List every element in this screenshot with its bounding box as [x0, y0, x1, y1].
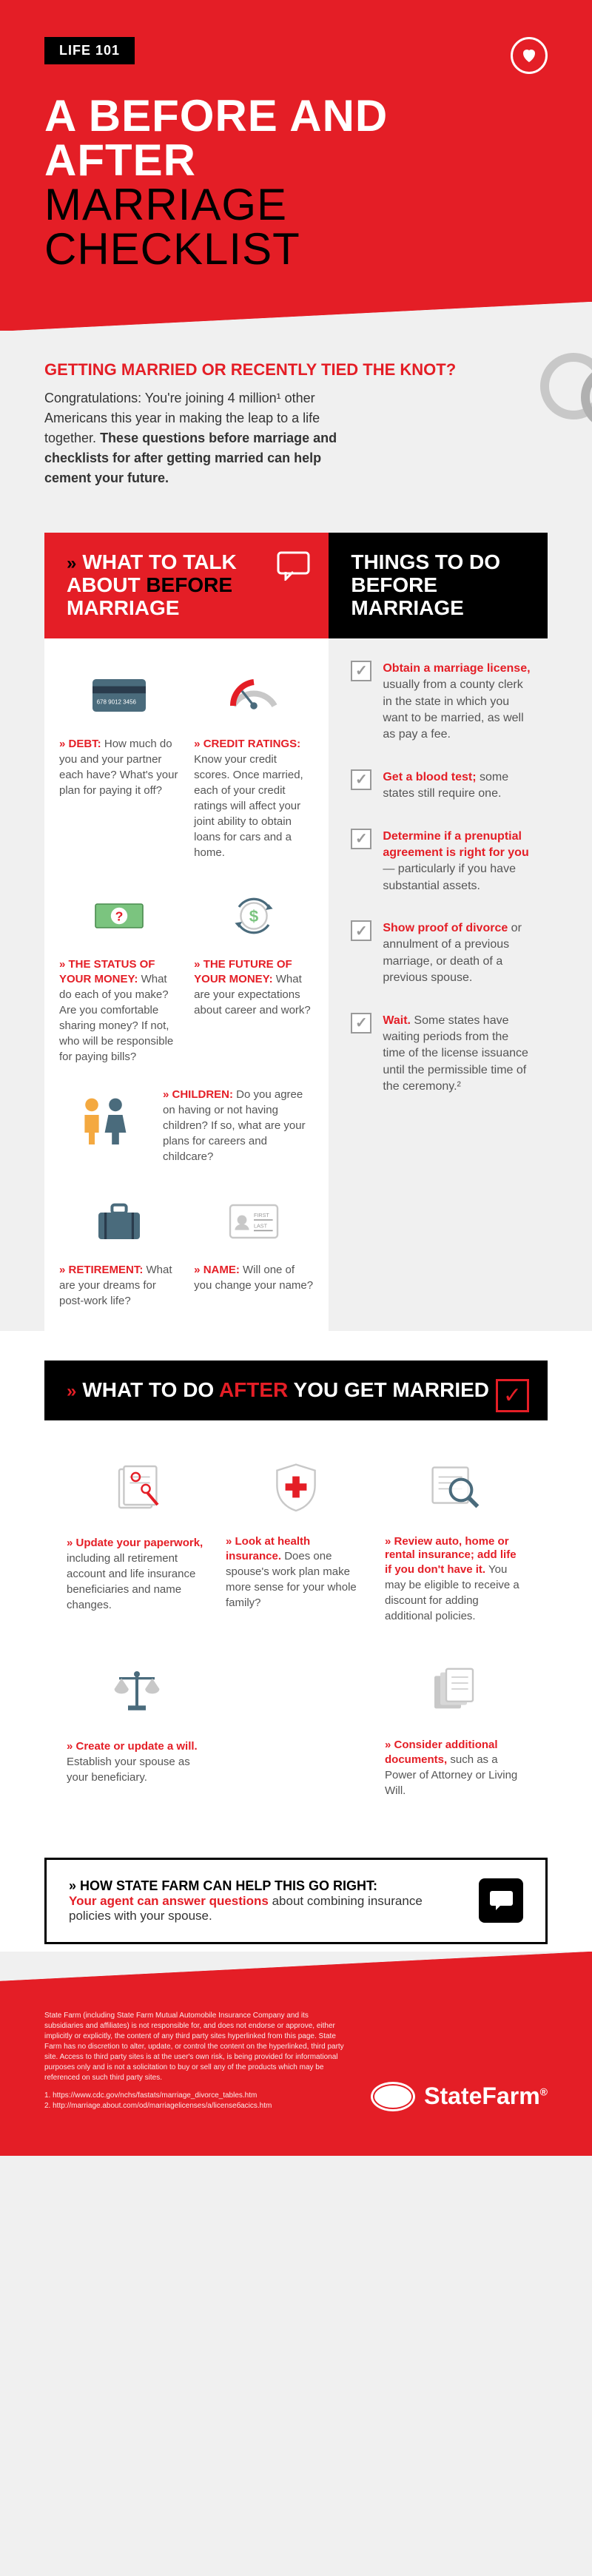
after-item: Create or update a will. Establish your …: [67, 1653, 207, 1798]
checkmark-icon: ✓: [351, 920, 371, 941]
help-text: » HOW STATE FARM CAN HELP THIS GO RIGHT:…: [69, 1878, 464, 1923]
checkmark-icon: ✓: [351, 1013, 371, 1034]
money-question-icon: ?: [59, 883, 179, 949]
after-header: »WHAT TO DO AFTER YOU GET MARRIED ✓: [44, 1361, 548, 1420]
scale-icon: [67, 1653, 207, 1727]
intro-title: GETTING MARRIED OR RECENTLY TIED THE KNO…: [44, 360, 548, 380]
infographic-container: LIFE 101 A BEFORE AND AFTER MARRIAGE CHE…: [0, 0, 592, 2156]
checklist-item: ✓Obtain a marriage license, usually from…: [351, 661, 533, 744]
svg-text:$: $: [249, 907, 259, 925]
money-arrows-icon: $: [194, 883, 314, 949]
after-item: Look at health insurance. Does one spous…: [226, 1450, 366, 1624]
title-line1: A BEFORE AND AFTER: [44, 94, 548, 183]
footer-disclaimer: State Farm (including State Farm Mutual …: [44, 2011, 349, 2111]
checklist-item: ✓Get a blood test; some states still req…: [351, 769, 533, 803]
before-right-header: THINGS TO DO BEFORE MARRIAGE: [329, 533, 548, 638]
intro-text: Congratulations: You're joining 4 millio…: [44, 388, 355, 488]
before-items-grid: 678 9012 3456DEBT: How much do you and y…: [44, 638, 329, 1331]
after-item: Consider additional documents, such as a…: [385, 1653, 525, 1798]
magnify-icon: [385, 1450, 525, 1524]
before-item: CHILDREN: Do you agree on having or not …: [59, 1087, 314, 1164]
before-section: »WHAT TO TALK ABOUT BEFORE MARRIAGE 678 …: [0, 533, 592, 1330]
checklist-item: ✓Determine if a prenuptial agreement is …: [351, 829, 533, 895]
before-item: CREDIT RATINGS: Know your credit scores.…: [194, 661, 314, 860]
before-left-column: »WHAT TO TALK ABOUT BEFORE MARRIAGE 678 …: [44, 533, 329, 1330]
health-icon: [226, 1450, 366, 1524]
title-line2: MARRIAGE CHECKLIST: [44, 183, 548, 272]
docs-icon: [385, 1653, 525, 1727]
header-section: LIFE 101 A BEFORE AND AFTER MARRIAGE CHE…: [0, 0, 592, 331]
statefarm-logo: StateFarm®: [371, 2082, 548, 2111]
life-badge: LIFE 101: [44, 37, 135, 64]
footer-section: State Farm (including State Farm Mutual …: [0, 1981, 592, 2156]
after-item: Review auto, home or rental insurance; a…: [385, 1450, 525, 1624]
svg-text:LAST: LAST: [254, 1222, 268, 1229]
suitcase-icon: [59, 1187, 179, 1253]
chat-icon: [479, 1878, 523, 1923]
gauge-icon: [194, 661, 314, 727]
after-item: Update your paperwork, including all ret…: [67, 1450, 207, 1624]
before-item: RETIREMENT: What are your dreams for pos…: [59, 1187, 179, 1309]
people-icon: [59, 1088, 148, 1154]
before-right-column: THINGS TO DO BEFORE MARRIAGE ✓Obtain a m…: [329, 533, 548, 1330]
before-item: 678 9012 3456DEBT: How much do you and y…: [59, 661, 179, 860]
svg-text:FIRST: FIRST: [254, 1212, 269, 1218]
id-card-icon: FIRST LAST: [194, 1187, 314, 1253]
checkbox-icon: ✓: [496, 1379, 529, 1412]
credit-card-icon: 678 9012 3456: [59, 661, 179, 727]
before-item: ?THE STATUS OF YOUR MONEY: What do each …: [59, 883, 179, 1065]
svg-text:?: ?: [115, 908, 124, 923]
checkmark-icon: ✓: [351, 829, 371, 849]
before-checklist: ✓Obtain a marriage license, usually from…: [329, 638, 548, 1144]
svg-text:678 9012 3456: 678 9012 3456: [97, 698, 137, 705]
intro-section: GETTING MARRIED OR RECENTLY TIED THE KNO…: [0, 331, 592, 533]
help-box: » HOW STATE FARM CAN HELP THIS GO RIGHT:…: [44, 1858, 548, 1944]
after-body: Update your paperwork, including all ret…: [44, 1420, 548, 1828]
checkmark-icon: ✓: [351, 769, 371, 790]
checkmark-icon: ✓: [351, 661, 371, 681]
heart-icon: [511, 37, 548, 74]
before-left-header: »WHAT TO TALK ABOUT BEFORE MARRIAGE: [44, 533, 329, 638]
before-item: FIRSTLASTNAME: Will one of you change yo…: [194, 1187, 314, 1309]
checklist-item: ✓Show proof of divorce or annulment of a…: [351, 920, 533, 987]
before-item: $THE FUTURE OF YOUR MONEY: What are your…: [194, 883, 314, 1065]
paperwork-icon: [67, 1450, 207, 1524]
checklist-item: ✓Wait. Some states have waiting periods …: [351, 1013, 533, 1096]
speech-icon: [277, 551, 310, 584]
